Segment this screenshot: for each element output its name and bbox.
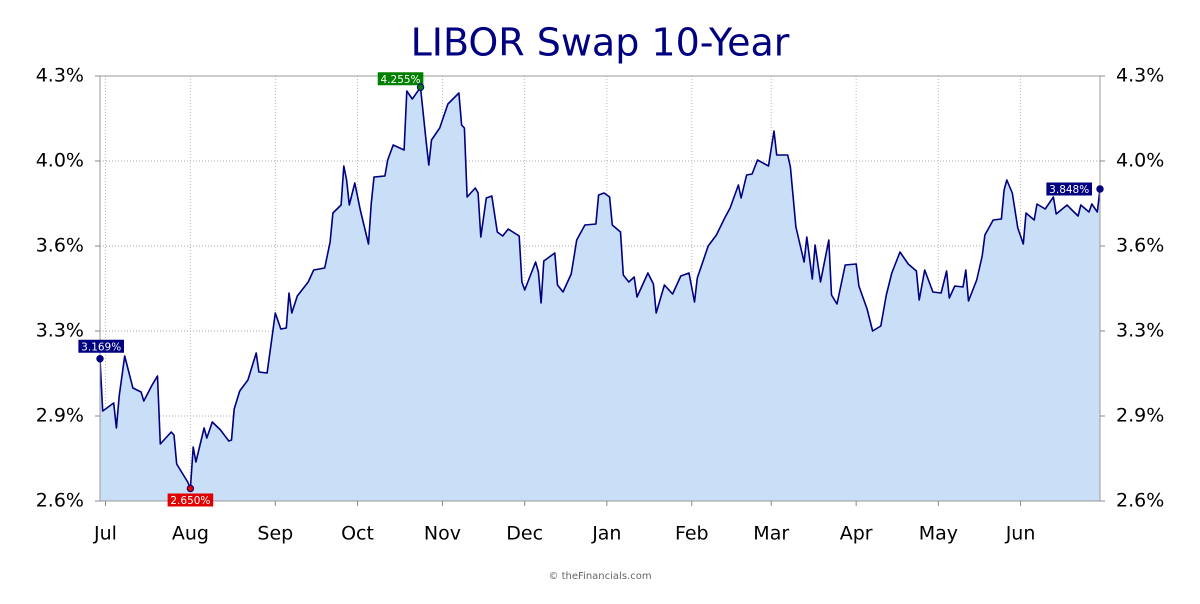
footer: © theFinancials.com — [548, 571, 651, 582]
y2-tick-label: 2.9% — [1116, 405, 1164, 427]
y-tick-label: 3.6% — [36, 235, 84, 257]
data-label: 4.255% — [381, 74, 421, 86]
x-tick-label: Dec — [506, 523, 543, 545]
point — [96, 355, 104, 363]
point — [1096, 185, 1104, 193]
y-tick-label: 4.3% — [36, 65, 84, 87]
label-box — [1046, 182, 1092, 196]
y-tick-label: 2.9% — [36, 405, 84, 427]
y-tick-label: 4.0% — [36, 150, 84, 172]
x-tick-label: Aug — [172, 523, 209, 545]
y2-tick-label: 4.0% — [1116, 150, 1164, 172]
area — [100, 87, 1100, 502]
line — [99, 86, 1101, 490]
x-tick-label: Oct — [341, 523, 374, 545]
label-box — [167, 493, 214, 507]
data-label: 3.169% — [81, 341, 121, 353]
y2-tick-label: 3.3% — [1116, 320, 1164, 342]
x-tick-label: Nov — [424, 523, 461, 545]
point — [416, 83, 425, 91]
x-tick-label: Mar — [753, 523, 789, 545]
label-box — [377, 72, 424, 86]
x-tick-label: Jan — [591, 523, 621, 545]
y-tick-label: 3.3% — [36, 320, 84, 342]
x-tick-label: Jun — [1005, 523, 1036, 545]
x-tick-label: May — [919, 523, 958, 545]
point — [186, 484, 195, 493]
y-tick-label: 2.6% — [36, 490, 84, 512]
x-tick-label: Jul — [93, 523, 117, 545]
x-tick-label: Feb — [675, 523, 709, 545]
y2-tick-label: 2.6% — [1116, 490, 1164, 512]
x-tick-label: Sep — [257, 523, 293, 545]
chart-title: LIBOR Swap 10-Year — [411, 21, 790, 65]
y2-tick-label: 3.6% — [1116, 235, 1164, 257]
plot-border — [99, 75, 1101, 502]
data-label: 2.650% — [170, 495, 210, 507]
label-box — [78, 339, 124, 353]
x-tick-label: Apr — [840, 523, 873, 545]
data-label: 3.848% — [1049, 184, 1089, 196]
y2-tick-label: 4.3% — [1116, 65, 1164, 87]
